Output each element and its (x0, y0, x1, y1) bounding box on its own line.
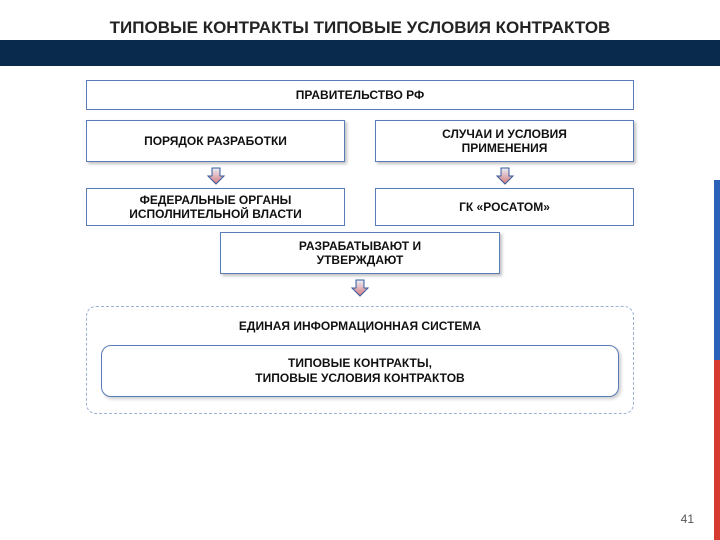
arrow-down-icon (206, 166, 226, 186)
slide-title: ТИПОВЫЕ КОНТРАКТЫ ТИПОВЫЕ УСЛОВИЯ КОНТРА… (0, 18, 720, 38)
box-left-a: ПОРЯДОК РАЗРАБОТКИ (86, 120, 345, 162)
box-mid: РАЗРАБАТЫВАЮТ И УТВЕРЖДАЮТ (220, 232, 500, 274)
header-band (0, 40, 720, 66)
box-government: ПРАВИТЕЛЬСТВО РФ (86, 80, 634, 110)
box-right-b: ГК «РОСАТОМ» (375, 188, 634, 226)
row-arrows-1 (86, 166, 634, 186)
page-number: 41 (681, 512, 694, 526)
box-right-b-label: ГК «РОСАТОМ» (459, 200, 550, 214)
bottom-group: ЕДИНАЯ ИНФОРМАЦИОННАЯ СИСТЕМА ТИПОВЫЕ КО… (86, 306, 634, 414)
row-level-2: ПОРЯДОК РАЗРАБОТКИ СЛУЧАИ И УСЛОВИЯ ПРИМ… (86, 120, 634, 162)
arrow-left-wrap (86, 166, 345, 186)
bottom-heading: ЕДИНАЯ ИНФОРМАЦИОННАЯ СИСТЕМА (101, 319, 619, 333)
box-government-label: ПРАВИТЕЛЬСТВО РФ (296, 88, 424, 102)
box-left-b-line1: ФЕДЕРАЛЬНЫЕ ОРГАНЫ (140, 193, 292, 207)
bottom-box-line2: ТИПОВЫЕ УСЛОВИЯ КОНТРАКТОВ (110, 371, 610, 386)
diagram: ПРАВИТЕЛЬСТВО РФ ПОРЯДОК РАЗРАБОТКИ СЛУЧ… (86, 80, 634, 414)
box-right-a-line2: ПРИМЕНЕНИЯ (462, 141, 548, 155)
flag-stripe-blue (714, 180, 720, 360)
box-right-a: СЛУЧАИ И УСЛОВИЯ ПРИМЕНЕНИЯ (375, 120, 634, 162)
box-left-b-line2: ИСПОЛНИТЕЛЬНОЙ ВЛАСТИ (129, 207, 301, 221)
box-mid-line2: УТВЕРЖДАЮТ (317, 253, 404, 267)
arrow-down-icon (350, 278, 370, 298)
row-mid: РАЗРАБАТЫВАЮТ И УТВЕРЖДАЮТ (86, 232, 634, 274)
bottom-box-line1: ТИПОВЫЕ КОНТРАКТЫ, (110, 356, 610, 371)
box-right-a-line1: СЛУЧАИ И УСЛОВИЯ (442, 127, 567, 141)
box-left-b: ФЕДЕРАЛЬНЫЕ ОРГАНЫ ИСПОЛНИТЕЛЬНОЙ ВЛАСТИ (86, 188, 345, 226)
row-arrows-2 (86, 278, 634, 298)
bottom-box: ТИПОВЫЕ КОНТРАКТЫ, ТИПОВЫЕ УСЛОВИЯ КОНТР… (101, 345, 619, 397)
arrow-down-icon (495, 166, 515, 186)
row-level-3: ФЕДЕРАЛЬНЫЕ ОРГАНЫ ИСПОЛНИТЕЛЬНОЙ ВЛАСТИ… (86, 188, 634, 226)
slide: ТИПОВЫЕ КОНТРАКТЫ ТИПОВЫЕ УСЛОВИЯ КОНТРА… (0, 0, 720, 540)
box-mid-line1: РАЗРАБАТЫВАЮТ И (299, 239, 421, 253)
box-left-a-label: ПОРЯДОК РАЗРАБОТКИ (144, 134, 287, 148)
flag-stripe-red (714, 360, 720, 540)
arrow-right-wrap (375, 166, 634, 186)
